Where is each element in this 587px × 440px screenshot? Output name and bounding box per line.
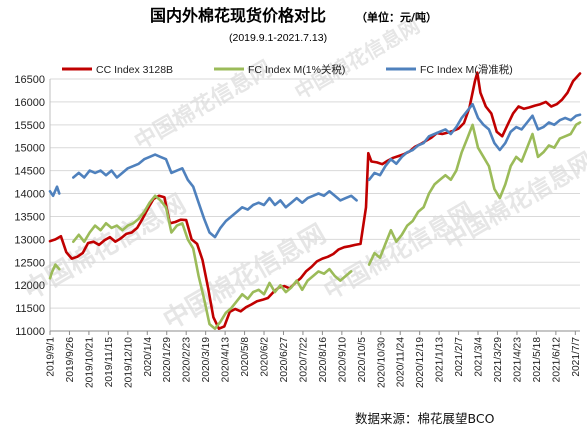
y-tick-label: 16500 [14,74,45,86]
legend: CC Index 3128B FC Index M(1%关税) FC Index… [62,63,513,76]
x-tick-label: 2020/2/23 [182,337,193,383]
y-tick-label: 13000 [14,234,45,246]
x-tick-label: 2021/7/7 [571,337,582,377]
series-line-fc-index-1pct [48,121,582,330]
x-tick-label: 2021/5/18 [532,337,543,383]
series-lines [48,71,582,330]
y-tick-label: 14500 [14,166,45,178]
x-tick-label: 2021/3/4 [474,337,485,377]
x-tick-label: 2020/9/10 [337,337,348,383]
legend-label-fc-index-1pct: FC Index M(1%关税) [248,63,345,76]
data-source-note: 数据来源：棉花展望BCO [355,411,495,426]
x-tick-label: 2020/11/24 [396,337,407,388]
x-tick-label: 2021/6/12 [551,337,562,383]
x-tick-label: 2019/12/10 [123,337,134,388]
x-tick-label: 2020/7/22 [298,337,309,383]
x-tick-label: 2021/3/29 [493,337,504,383]
watermark-text: 中国棉花信息网 [291,14,424,105]
watermark-text: 中国棉花信息网 [158,218,331,336]
series-line-fc-index-sliding [48,102,582,239]
x-tick-label: 2020/6/27 [279,337,290,383]
chart-subtitle: (2019.9.1-2021.7.13) [229,32,327,44]
legend-label-cc-index: CC Index 3128B [96,64,173,76]
y-tick-label: 15500 [14,120,45,132]
y-tick-label: 16000 [14,97,45,109]
x-tick-label: 2019/11/15 [104,337,115,388]
x-axis-ticks: 2019/9/1 2019/9/26 2019/10/21 2019/11/15 201… [46,331,582,388]
y-tick-label: 12000 [14,280,45,292]
x-tick-label: 2020/4/13 [221,337,232,383]
x-tick-label: 2019/9/1 [46,337,57,377]
x-tick-label: 2019/10/21 [84,337,95,388]
y-axis-ticks: 11000 11500 12000 12500 13000 13500 14000 14500… [14,74,45,338]
x-tick-label: 2020/10/5 [357,337,368,383]
axes [49,79,580,332]
chart-unit: （单位：元/吨） [356,10,437,24]
x-tick-label: 2020/1/29 [162,337,173,383]
x-tick-label: 2021/4/23 [512,337,523,383]
x-tick-label: 2020/1/4 [143,337,154,377]
series-line-cc-index [48,71,582,330]
x-tick-label: 2020/10/30 [376,337,387,388]
y-tick-label: 12500 [14,257,45,269]
chart-title: 国内外棉花现货价格对比 [150,6,326,25]
x-tick-label: 2021/1/13 [435,337,446,383]
x-tick-label: 2021/2/7 [454,337,465,377]
x-tick-label: 2020/6/2 [260,337,271,377]
y-tick-label: 11000 [15,326,45,338]
x-tick-label: 2020/3/19 [201,337,212,383]
x-tick-label: 2020/12/19 [415,337,426,388]
y-tick-label: 14000 [14,189,45,201]
legend-label-fc-index-sliding: FC Index M(滑准税) [420,63,513,76]
x-tick-label: 2019/9/26 [65,337,76,383]
x-tick-label: 2020/5/8 [240,337,251,377]
y-tick-label: 11500 [15,303,45,315]
y-tick-label: 15000 [14,143,45,155]
x-tick-label: 2020/8/16 [318,337,329,383]
y-tick-label: 13500 [14,211,45,223]
